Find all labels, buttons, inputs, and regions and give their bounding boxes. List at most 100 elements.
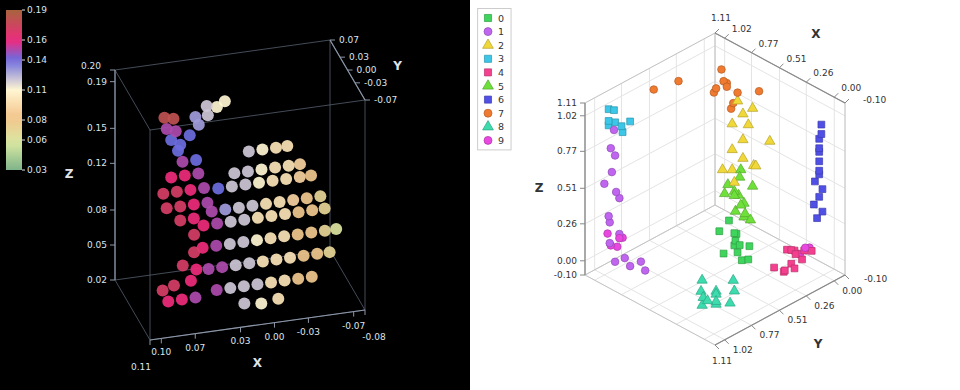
data-point (219, 95, 231, 107)
tick-mark (110, 163, 115, 164)
box-edge (585, 275, 715, 345)
data-point (781, 267, 788, 274)
tick-mark (580, 103, 585, 104)
color-bar-label: 0.11 (27, 85, 47, 95)
data-point (319, 203, 331, 215)
data-point (801, 244, 809, 252)
data-point (284, 252, 296, 264)
data-point (611, 107, 618, 114)
box-edge (115, 280, 150, 340)
data-point (225, 216, 237, 228)
data-point (816, 158, 823, 165)
tick-label: 0.00 (557, 256, 577, 266)
grid-line (715, 275, 845, 345)
grid-line (676, 226, 806, 296)
data-point (292, 228, 304, 240)
data-point (702, 295, 712, 304)
box-edge (150, 100, 365, 130)
tick-label: 0.00 (357, 65, 377, 75)
tick-label: 0.51 (557, 183, 577, 193)
grid-line (585, 205, 715, 275)
data-point (611, 258, 619, 266)
data-point (818, 121, 825, 128)
tick-mark (348, 70, 353, 71)
data-point (233, 202, 245, 214)
legend-marker (483, 80, 494, 89)
tick-mark (274, 323, 275, 328)
legend-label: 0 (498, 13, 504, 24)
data-point (729, 189, 739, 198)
data-point (306, 204, 318, 216)
tick-label: 0.12 (87, 158, 107, 168)
data-point (736, 199, 746, 208)
axis-line (584, 103, 585, 275)
tick-label: -0.10 (554, 270, 578, 280)
grid-line (622, 225, 752, 295)
data-point (212, 182, 224, 194)
points (601, 66, 826, 309)
color-bar-tick (22, 140, 25, 141)
data-point (734, 249, 741, 256)
data-point (675, 77, 683, 85)
data-point (203, 263, 215, 275)
data-point (610, 126, 618, 134)
legend-label: 4 (498, 67, 504, 78)
color-bar-label: 0.03 (27, 165, 47, 175)
box-edge (845, 103, 846, 275)
legend-label: 5 (498, 81, 504, 92)
data-point (627, 118, 634, 125)
data-point (265, 210, 277, 222)
data-point (612, 119, 619, 126)
tick-mark (580, 151, 585, 152)
legend-label: 6 (498, 94, 504, 105)
data-point (237, 236, 249, 248)
data-point (270, 142, 282, 154)
legend-marker (484, 28, 492, 36)
grid-line (715, 154, 845, 224)
data-point (165, 171, 177, 183)
data-point (255, 298, 267, 310)
color-bar-tick (22, 90, 25, 91)
data-point (201, 100, 213, 112)
tick-mark (340, 57, 345, 58)
data-point (717, 164, 727, 173)
z-axis: 0.020.050.080.120.150.190.20Z (65, 61, 115, 285)
tick-mark (110, 128, 115, 129)
box-edge (585, 205, 715, 275)
tick-mark (834, 281, 838, 285)
grid-line (715, 33, 716, 205)
data-point (267, 175, 279, 187)
panel: -0.08-0.07-0.030.000.030.070.100.11X-0.0… (0, 0, 470, 390)
data-point (319, 225, 331, 237)
data-point (734, 89, 742, 97)
box-frame (585, 33, 845, 345)
data-point (201, 197, 213, 209)
data-point (745, 214, 755, 223)
y-axis: -0.07-0.030.000.030.07Y (330, 35, 402, 105)
data-point (727, 118, 737, 127)
data-point (727, 164, 737, 173)
data-point (292, 273, 304, 285)
color-bar-tick (22, 10, 25, 11)
data-point (251, 234, 263, 246)
grid-line (649, 240, 779, 310)
data-point (270, 254, 282, 266)
tick-mark (580, 188, 585, 189)
tick-mark (752, 325, 756, 329)
data-point (242, 165, 254, 177)
data-point (729, 285, 739, 294)
y-axis: -0.100.000.260.510.771.021.11Y (712, 274, 888, 366)
data-point (650, 86, 658, 94)
data-point (238, 298, 250, 310)
grid-line (715, 33, 845, 103)
axis-line (715, 33, 845, 103)
data-point (226, 181, 238, 193)
tick-label: -0.03 (297, 327, 320, 337)
box-edge (715, 33, 716, 205)
tick-mark (365, 100, 370, 101)
tick-label: -0.10 (863, 95, 887, 105)
grid-line (704, 211, 834, 281)
grid-line (649, 240, 779, 310)
data-point (751, 160, 761, 169)
data-point (743, 119, 753, 128)
